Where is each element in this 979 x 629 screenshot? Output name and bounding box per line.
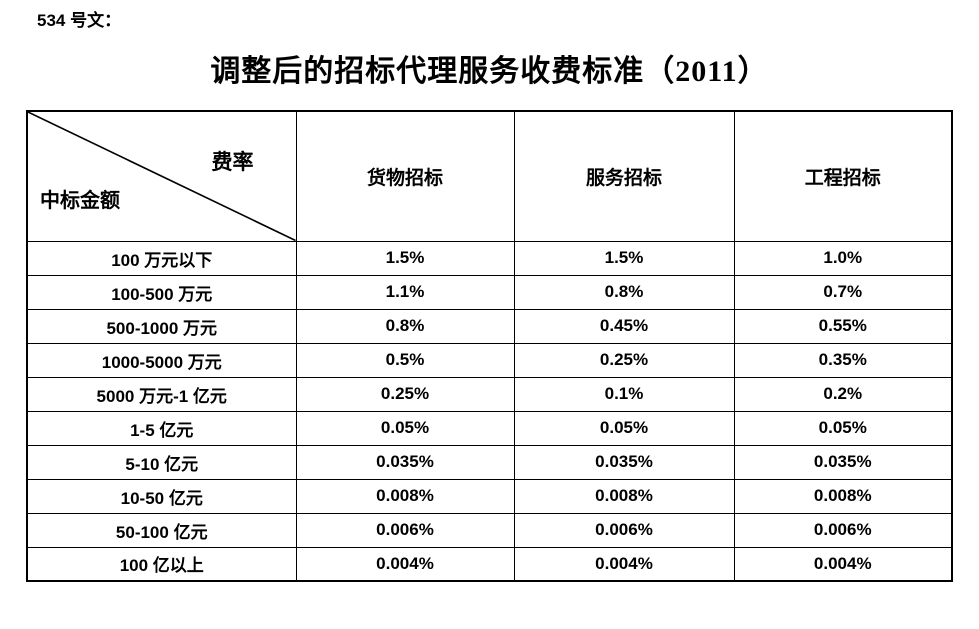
row-label-cell: 100 亿以上 bbox=[26, 546, 297, 582]
corner-label-bid-amount: 中标金额 bbox=[40, 189, 120, 212]
value-cell: 0.2% bbox=[733, 376, 953, 412]
value-cell: 1.5% bbox=[513, 240, 735, 276]
value-cell: 0.035% bbox=[733, 444, 953, 480]
row-label-cell: 100-500 万元 bbox=[26, 274, 297, 310]
value-cell: 0.006% bbox=[295, 512, 515, 548]
fee-table-container: 费率 中标金额 货物招标 服务招标 工程招标 100 万元以下 1.5% 1.5… bbox=[26, 110, 953, 582]
value-cell: 0.8% bbox=[513, 274, 735, 310]
value-cell: 0.004% bbox=[513, 546, 735, 582]
value-cell: 1.0% bbox=[733, 240, 953, 276]
table-row: 100 万元以下 1.5% 1.5% 1.0% bbox=[26, 240, 953, 276]
header-row: 费率 中标金额 货物招标 服务招标 工程招标 bbox=[26, 110, 953, 242]
table-row: 100 亿以上 0.004% 0.004% 0.004% bbox=[26, 546, 953, 582]
value-cell: 0.1% bbox=[513, 376, 735, 412]
value-cell: 0.008% bbox=[513, 478, 735, 514]
table-row: 5000 万元-1 亿元 0.25% 0.1% 0.2% bbox=[26, 376, 953, 412]
row-label-cell: 100 万元以下 bbox=[26, 240, 297, 276]
table-row: 50-100 亿元 0.006% 0.006% 0.006% bbox=[26, 512, 953, 548]
table-row: 100-500 万元 1.1% 0.8% 0.7% bbox=[26, 274, 953, 310]
row-label-cell: 5-10 亿元 bbox=[26, 444, 297, 480]
corner-header-cell: 费率 中标金额 bbox=[26, 110, 297, 242]
doc-number-label: 534 号文： bbox=[37, 11, 122, 30]
row-label-cell: 1000-5000 万元 bbox=[26, 342, 297, 378]
corner-label-rate: 费率 bbox=[211, 150, 254, 174]
value-cell: 0.25% bbox=[513, 342, 735, 378]
table-row: 5-10 亿元 0.035% 0.035% 0.035% bbox=[26, 444, 953, 480]
value-cell: 0.45% bbox=[513, 308, 735, 344]
row-label-cell: 5000 万元-1 亿元 bbox=[26, 376, 297, 412]
value-cell: 1.5% bbox=[295, 240, 515, 276]
value-cell: 0.05% bbox=[733, 410, 953, 446]
row-label-cell: 500-1000 万元 bbox=[26, 308, 297, 344]
value-cell: 0.05% bbox=[295, 410, 515, 446]
value-cell: 1.1% bbox=[295, 274, 515, 310]
page-title: 调整后的招标代理服务收费标准（2011） bbox=[210, 55, 769, 88]
table-row: 1000-5000 万元 0.5% 0.25% 0.35% bbox=[26, 342, 953, 378]
value-cell: 0.035% bbox=[513, 444, 735, 480]
value-cell: 0.05% bbox=[513, 410, 735, 446]
row-label-cell: 1-5 亿元 bbox=[26, 410, 297, 446]
value-cell: 0.5% bbox=[295, 342, 515, 378]
column-header-goods-bidding: 货物招标 bbox=[295, 110, 515, 242]
value-cell: 0.004% bbox=[295, 546, 515, 582]
table-row: 1-5 亿元 0.05% 0.05% 0.05% bbox=[26, 410, 953, 446]
table-row: 10-50 亿元 0.008% 0.008% 0.008% bbox=[26, 478, 953, 514]
fee-rate-table: 费率 中标金额 货物招标 服务招标 工程招标 100 万元以下 1.5% 1.5… bbox=[26, 110, 953, 582]
value-cell: 0.006% bbox=[513, 512, 735, 548]
diagonal-divider-line bbox=[28, 112, 296, 241]
table-row: 500-1000 万元 0.8% 0.45% 0.55% bbox=[26, 308, 953, 344]
value-cell: 0.008% bbox=[733, 478, 953, 514]
value-cell: 0.004% bbox=[733, 546, 953, 582]
column-header-engineering-bidding: 工程招标 bbox=[733, 110, 953, 242]
value-cell: 0.035% bbox=[295, 444, 515, 480]
value-cell: 0.008% bbox=[295, 478, 515, 514]
value-cell: 0.8% bbox=[295, 308, 515, 344]
row-label-cell: 10-50 亿元 bbox=[26, 478, 297, 514]
value-cell: 0.25% bbox=[295, 376, 515, 412]
value-cell: 0.55% bbox=[733, 308, 953, 344]
row-label-cell: 50-100 亿元 bbox=[26, 512, 297, 548]
column-header-service-bidding: 服务招标 bbox=[513, 110, 735, 242]
value-cell: 0.7% bbox=[733, 274, 953, 310]
value-cell: 0.006% bbox=[733, 512, 953, 548]
value-cell: 0.35% bbox=[733, 342, 953, 378]
